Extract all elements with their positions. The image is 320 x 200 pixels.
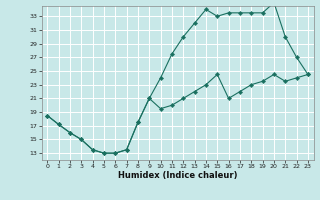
X-axis label: Humidex (Indice chaleur): Humidex (Indice chaleur) — [118, 171, 237, 180]
